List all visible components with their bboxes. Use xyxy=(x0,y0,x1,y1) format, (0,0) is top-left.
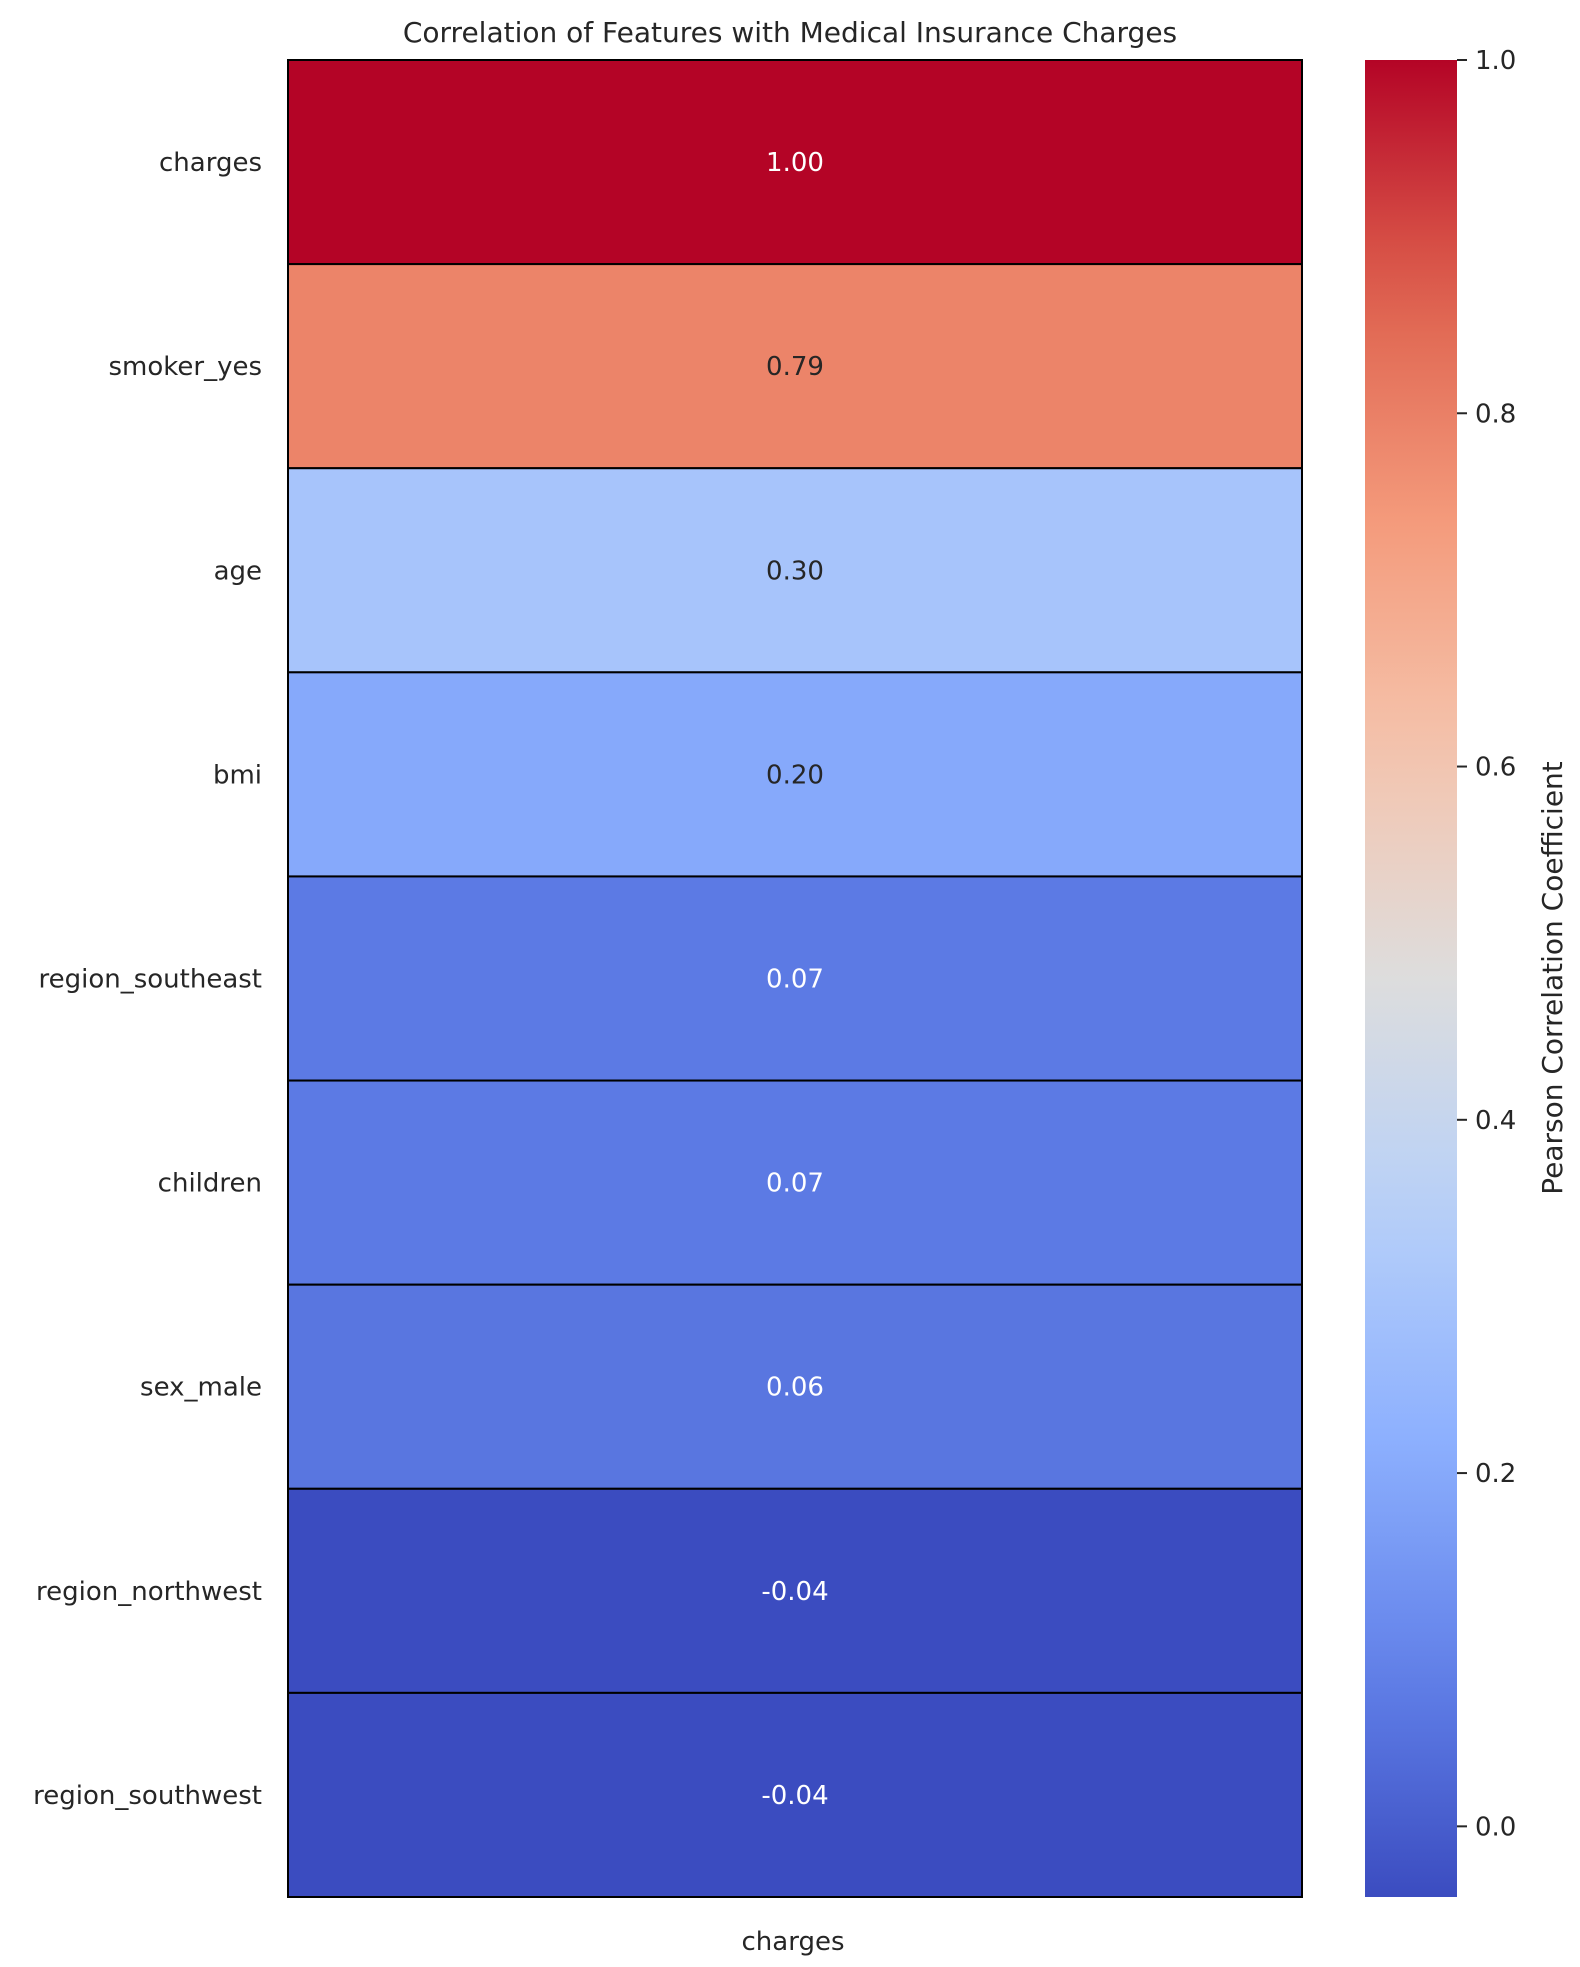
chart-title: Correlation of Features with Medical Ins… xyxy=(403,16,1177,49)
heatmap-cells: 1.00 0.79 0.30 0.20 0.07 0.07 0.06 -0.04 -0.04 xyxy=(287,59,1303,1899)
cell-value-label: 0.79 xyxy=(766,352,824,382)
cell-value-label: 0.06 xyxy=(766,1373,824,1403)
row-tick-label: region_northwest xyxy=(36,1577,262,1607)
cell-value-label: 0.07 xyxy=(766,965,824,995)
column-tick-label: charges xyxy=(742,1927,845,1957)
heatmap-cell-children xyxy=(287,1079,1303,1286)
heatmap-cell-sex-male xyxy=(287,1283,1303,1490)
colorbar-label: Pearson Correlation Coefficient xyxy=(1536,761,1569,1195)
row-tick-label: sex_male xyxy=(140,1373,262,1403)
colorbar-tick-label: 0.6 xyxy=(1475,753,1516,783)
row-tick-label: charges xyxy=(159,148,262,178)
heatmap-cell-bmi xyxy=(287,671,1303,878)
cell-value-label: -0.04 xyxy=(761,1781,828,1811)
row-tick-label: region_southwest xyxy=(33,1781,262,1811)
row-tick-label: bmi xyxy=(213,760,262,790)
colorbar-ticks: 0.0 0.2 0.4 0.6 0.8 1.0 xyxy=(1457,46,1516,1842)
heatmap-cell-smoker-yes xyxy=(287,263,1303,470)
cell-value-label: -0.04 xyxy=(761,1577,828,1607)
heatmap-cell-age xyxy=(287,467,1303,674)
colorbar-tick-label: 1.0 xyxy=(1475,46,1516,76)
heatmap-cell-region-southeast xyxy=(287,875,1303,1082)
row-tick-label: smoker_yes xyxy=(108,352,262,382)
heatmap-cell-region-northwest xyxy=(287,1487,1303,1694)
row-tick-label: children xyxy=(158,1169,262,1199)
colorbar xyxy=(1365,60,1457,1897)
heatmap-cell-charges xyxy=(287,59,1303,266)
row-tick-label: region_southeast xyxy=(38,965,262,995)
cell-value-label: 0.30 xyxy=(766,556,824,586)
cell-value-label: 1.00 xyxy=(766,148,824,178)
cell-value-label: 0.20 xyxy=(766,760,824,790)
row-tick-label: age xyxy=(214,556,262,586)
cell-value-label: 0.07 xyxy=(766,1169,824,1199)
colorbar-tick-label: 0.8 xyxy=(1475,399,1516,429)
colorbar-tick-label: 0.4 xyxy=(1475,1106,1516,1136)
colorbar-tick-label: 0.0 xyxy=(1475,1812,1516,1842)
colorbar-tick-label: 0.2 xyxy=(1475,1459,1516,1489)
heatmap-cell-region-southwest xyxy=(287,1691,1303,1899)
